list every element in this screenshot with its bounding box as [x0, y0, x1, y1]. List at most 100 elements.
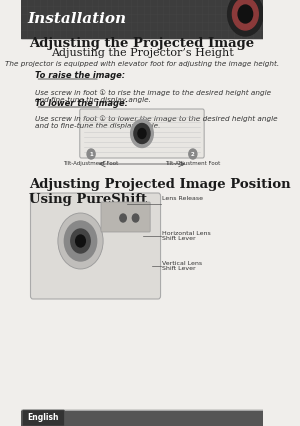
Bar — [221, 14, 228, 22]
Bar — [98, 22, 105, 30]
Bar — [202, 6, 208, 14]
Bar — [118, 6, 124, 14]
Text: To lower the image:: To lower the image: — [35, 100, 128, 109]
Bar — [27, 6, 34, 14]
Bar — [137, 14, 144, 22]
Bar — [53, 22, 60, 30]
FancyBboxPatch shape — [31, 193, 160, 299]
Bar — [189, 14, 195, 22]
Bar — [241, 14, 247, 22]
Bar — [118, 30, 124, 38]
Bar — [254, 30, 260, 38]
Bar — [131, 0, 137, 6]
Bar — [79, 0, 86, 6]
Bar — [189, 6, 195, 14]
Bar — [260, 14, 266, 22]
Bar — [40, 22, 47, 30]
Bar — [79, 14, 86, 22]
Bar — [60, 6, 66, 14]
Bar — [118, 0, 124, 6]
Bar — [176, 14, 182, 22]
Bar — [53, 30, 60, 38]
Bar — [47, 6, 53, 14]
Bar — [131, 6, 137, 14]
Bar — [208, 30, 215, 38]
Bar — [92, 22, 98, 30]
Bar — [260, 22, 266, 30]
Bar — [169, 22, 176, 30]
Bar — [124, 30, 131, 38]
Bar — [85, 14, 92, 22]
Bar — [150, 14, 157, 22]
Text: Vertical Lens
Shift Lever: Vertical Lens Shift Lever — [162, 261, 202, 271]
Bar — [105, 6, 111, 14]
Bar — [202, 30, 208, 38]
Circle shape — [120, 214, 126, 222]
Bar — [157, 6, 163, 14]
Bar — [150, 30, 157, 38]
Bar — [85, 6, 92, 14]
Bar — [247, 6, 253, 14]
Bar — [137, 30, 144, 38]
Bar — [228, 6, 234, 14]
Bar — [163, 14, 169, 22]
Bar — [163, 22, 169, 30]
Bar — [260, 6, 266, 14]
Bar — [234, 0, 241, 6]
Bar — [118, 14, 124, 22]
Bar — [60, 14, 66, 22]
Bar — [66, 6, 73, 14]
Bar — [157, 14, 163, 22]
Bar — [215, 6, 221, 14]
Bar — [215, 14, 221, 22]
Bar — [195, 6, 202, 14]
Bar — [247, 22, 253, 30]
Bar — [254, 6, 260, 14]
Bar — [79, 6, 86, 14]
Bar — [150, 6, 157, 14]
Bar — [79, 30, 86, 38]
Bar — [208, 22, 215, 30]
Bar — [53, 6, 60, 14]
Bar — [234, 14, 241, 22]
Bar — [241, 6, 247, 14]
Bar — [92, 14, 98, 22]
Bar — [202, 22, 208, 30]
Bar — [169, 14, 176, 22]
Bar — [40, 0, 47, 6]
Bar — [208, 6, 215, 14]
Bar — [189, 0, 195, 6]
Bar — [73, 30, 79, 38]
Text: Horizontal Lens
Shift Lever: Horizontal Lens Shift Lever — [162, 230, 211, 242]
Circle shape — [58, 213, 103, 269]
Bar — [21, 30, 27, 38]
Bar — [111, 6, 118, 14]
Circle shape — [131, 120, 153, 147]
Circle shape — [76, 235, 85, 247]
Bar — [66, 0, 73, 6]
Bar — [111, 22, 118, 30]
Bar — [92, 0, 98, 6]
Bar — [169, 30, 176, 38]
FancyBboxPatch shape — [101, 202, 150, 232]
Text: Use screw in foot ① to lower the image to the desired height angle
and to fine-t: Use screw in foot ① to lower the image t… — [35, 115, 278, 129]
Bar — [34, 30, 40, 38]
Bar — [215, 22, 221, 30]
Bar — [228, 30, 234, 38]
Bar — [254, 14, 260, 22]
Bar — [182, 6, 189, 14]
Bar — [202, 0, 208, 6]
Bar — [34, 6, 40, 14]
Bar — [53, 0, 60, 6]
Bar — [124, 14, 131, 22]
Bar — [241, 30, 247, 38]
Bar — [21, 6, 27, 14]
Bar — [111, 30, 118, 38]
Circle shape — [134, 124, 150, 144]
Bar — [215, 0, 221, 6]
Circle shape — [232, 0, 258, 30]
Bar — [241, 0, 247, 6]
Bar — [21, 0, 263, 38]
Text: Adjusting the Projected Image: Adjusting the Projected Image — [29, 37, 254, 49]
Bar — [208, 14, 215, 22]
